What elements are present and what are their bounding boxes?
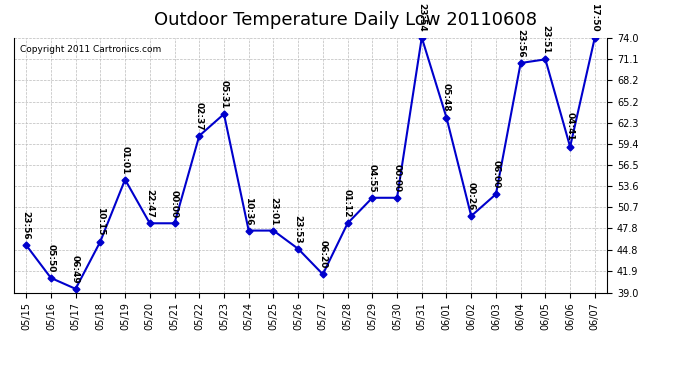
Text: Outdoor Temperature Daily Low 20110608: Outdoor Temperature Daily Low 20110608 [153, 11, 537, 29]
Text: 06:49: 06:49 [71, 255, 80, 283]
Text: 06:20: 06:20 [318, 240, 327, 269]
Text: 00:00: 00:00 [393, 164, 402, 192]
Text: 05:31: 05:31 [219, 80, 228, 108]
Text: 00:26: 00:26 [466, 182, 475, 210]
Text: 06:00: 06:00 [491, 160, 500, 189]
Text: 02:37: 02:37 [195, 102, 204, 130]
Text: 05:50: 05:50 [46, 244, 55, 272]
Text: 23:01: 23:01 [269, 196, 278, 225]
Text: 17:50: 17:50 [591, 3, 600, 32]
Text: 23:53: 23:53 [294, 214, 303, 243]
Text: 05:48: 05:48 [442, 84, 451, 112]
Text: 22:47: 22:47 [146, 189, 155, 218]
Text: 10:36: 10:36 [244, 196, 253, 225]
Text: 00:00: 00:00 [170, 190, 179, 218]
Text: 01:12: 01:12 [343, 189, 352, 218]
Text: Copyright 2011 Cartronics.com: Copyright 2011 Cartronics.com [20, 45, 161, 54]
Text: 23:51: 23:51 [541, 25, 550, 54]
Text: 23:56: 23:56 [516, 29, 525, 57]
Text: 04:55: 04:55 [368, 164, 377, 192]
Text: 23:56: 23:56 [21, 211, 30, 240]
Text: 23:54: 23:54 [417, 3, 426, 32]
Text: 10:15: 10:15 [96, 207, 105, 236]
Text: 04:41: 04:41 [566, 112, 575, 141]
Text: 01:01: 01:01 [121, 146, 130, 174]
